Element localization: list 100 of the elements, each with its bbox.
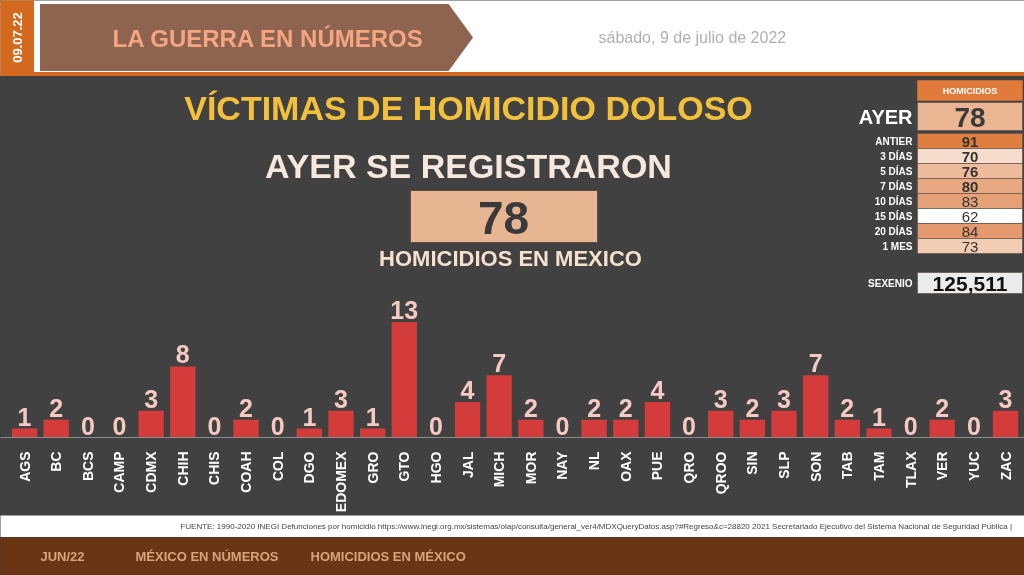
data-label: 2 <box>587 393 602 422</box>
x-tick-label: MOR <box>522 451 539 485</box>
bar <box>613 419 639 438</box>
text: 5 DÍAS <box>880 164 913 177</box>
text: AYER <box>858 105 914 128</box>
data-label: 0 <box>682 411 697 440</box>
text: HOMICIDIOS <box>942 85 998 96</box>
bar <box>581 419 607 438</box>
data-label: 3 <box>713 384 728 413</box>
bar <box>866 428 892 438</box>
text: sábado, 9 de julio de 2022 <box>598 29 787 46</box>
data-label: 0 <box>428 411 443 440</box>
data-label: 7 <box>492 349 507 378</box>
text: 20 DÍAS <box>874 224 913 237</box>
chart-title: VÍCTIMAS DE HOMICIDIO DOLOSO <box>184 88 753 127</box>
text: 73 <box>961 238 979 255</box>
bar <box>992 410 1019 438</box>
bar <box>929 419 955 438</box>
text: MÉXICO EN NÚMEROS <box>135 549 279 564</box>
x-tick-label: TAM <box>870 451 887 481</box>
text: 1 MES <box>882 240 913 252</box>
x-tick-label: OAX <box>617 450 634 482</box>
bar <box>233 419 259 438</box>
text: AYER SE REGISTRARON <box>265 146 672 185</box>
x-tick-label: GRO <box>364 451 381 484</box>
data-label: 0 <box>555 411 570 440</box>
data-label: 1 <box>17 402 32 431</box>
x-tick-label: DGO <box>301 451 318 484</box>
data-label: 2 <box>745 393 760 422</box>
x-tick-label: COL <box>269 451 286 482</box>
text: ANTIER <box>875 135 914 147</box>
text: 62 <box>961 208 979 225</box>
x-tick-label: TLAX <box>902 450 919 489</box>
bar <box>834 419 860 438</box>
x-tick-label: CAMP <box>111 451 128 493</box>
x-tick-label: HGO <box>427 451 444 484</box>
bar <box>644 401 671 438</box>
data-label: 0 <box>903 411 918 440</box>
data-label: 3 <box>144 384 159 413</box>
text: 76 <box>961 163 979 180</box>
x-tick-label: YUC <box>965 451 982 482</box>
x-tick-label: QRO <box>681 451 698 484</box>
data-label: 4 <box>460 375 475 404</box>
text: SEXENIO <box>868 277 913 289</box>
data-label: 2 <box>49 393 64 422</box>
bar <box>391 322 417 438</box>
bar <box>170 366 196 438</box>
x-tick-label: NAY <box>554 450 571 480</box>
x-tick-label: CHIS <box>206 451 223 485</box>
data-label: 0 <box>270 411 285 440</box>
x-tick-label: QROO <box>712 451 729 495</box>
text: JUN/22 <box>40 549 85 564</box>
data-label: 2 <box>618 393 633 422</box>
x-tick-label: AGS <box>16 451 33 482</box>
data-label: 2 <box>239 393 254 422</box>
data-label: 3 <box>777 384 791 413</box>
x-tick-label: JAL <box>459 451 476 478</box>
text: 09.07.22 <box>10 12 25 63</box>
x-tick-label: SON <box>807 451 824 482</box>
x-tick-label: TAB <box>839 451 856 480</box>
x-tick-label: CDMX <box>143 450 160 493</box>
data-label: 3 <box>998 384 1013 413</box>
bar <box>43 419 69 438</box>
x-tick-label: MICH <box>491 451 508 488</box>
x-tick-label: ZAC <box>997 451 1014 481</box>
x-tick-label: EDOMEX <box>332 450 349 513</box>
data-label: 13 <box>390 296 419 325</box>
text: 10 DÍAS <box>874 194 913 207</box>
text: 84 <box>961 223 979 240</box>
text: LA GUERRA EN NÚMEROS <box>112 25 423 52</box>
text: 80 <box>961 178 979 195</box>
data-label: 0 <box>207 411 222 440</box>
bar <box>486 375 512 438</box>
x-tick-label: SLP <box>776 451 793 479</box>
text: HOMICIDIOS EN MÉXICO <box>310 549 466 564</box>
bar <box>518 419 544 438</box>
bar <box>328 410 354 438</box>
data-label: 0 <box>80 411 95 440</box>
x-tick-label: GTO <box>396 451 413 482</box>
data-label: 0 <box>112 411 127 440</box>
data-label: 1 <box>302 402 317 431</box>
bar <box>739 419 766 438</box>
text: 15 DÍAS <box>874 209 913 222</box>
text: 91 <box>961 133 979 150</box>
text: 125,511 <box>932 272 1008 295</box>
text: HOMICIDIOS EN MEXICO <box>379 246 642 271</box>
x-tick-label: BCS <box>79 451 96 482</box>
x-tick-label: SIN <box>744 451 761 475</box>
text: 78 <box>477 191 530 244</box>
bar <box>708 410 734 438</box>
x-tick-label: PUE <box>649 451 666 481</box>
text: 78 <box>954 102 986 133</box>
x-tick-label: NL <box>586 451 603 471</box>
x-tick-label: VER <box>934 451 951 481</box>
x-tick-label: COAH <box>238 451 255 493</box>
source-note: FUENTE: 1990-2020 INEGI Defunciones por homicidio https://www.inegi.org.mx/sistemas/olap/consulta/general_ver4/MDXQueryDatos.asp?#Regreso&c=28820 2021 Secretariado Ejecutivo del Sistema Nacional de Seguridad Pública | <box>180 522 1013 531</box>
data-label: 3 <box>334 384 348 413</box>
text: 83 <box>961 193 979 210</box>
data-label: 1 <box>365 402 380 431</box>
data-label: 7 <box>808 349 823 378</box>
